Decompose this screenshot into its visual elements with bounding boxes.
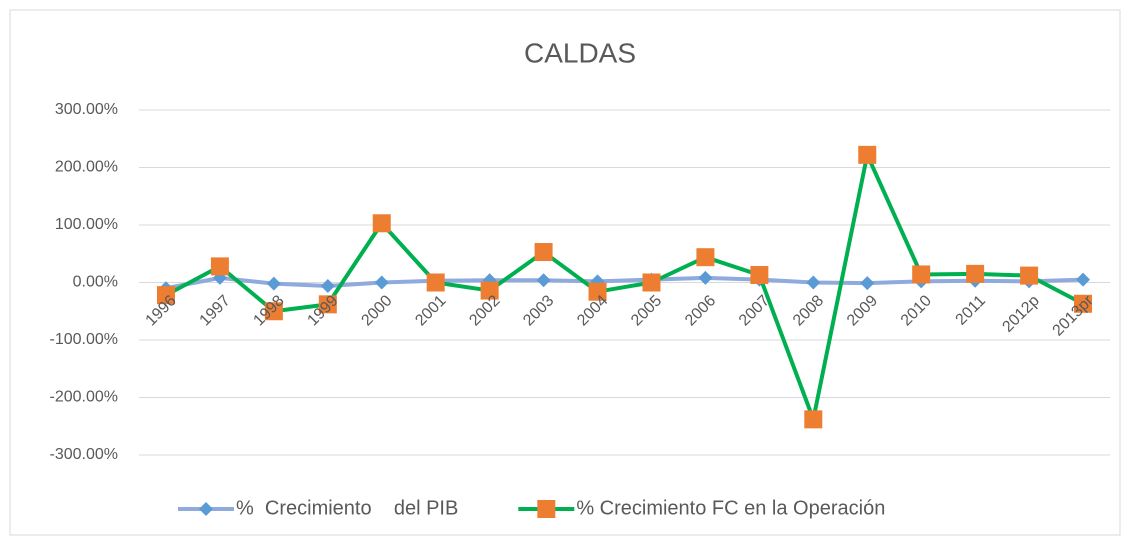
point — [210, 257, 229, 276]
point — [912, 265, 931, 284]
point — [588, 282, 607, 301]
point — [806, 275, 821, 290]
legend-marker — [537, 500, 556, 518]
legend-marker — [199, 502, 213, 516]
point — [1020, 266, 1039, 285]
point — [860, 276, 875, 291]
y-tick-label: 0.00% — [73, 274, 118, 291]
point — [264, 302, 283, 321]
point — [320, 278, 335, 293]
point — [966, 264, 985, 283]
point — [1076, 272, 1091, 287]
chart-title: CALDAS — [524, 37, 636, 68]
point — [374, 275, 389, 290]
y-tick-label: -200.00% — [50, 389, 119, 406]
point — [804, 410, 823, 429]
point — [480, 281, 499, 300]
y-tick-label: 100.00% — [55, 216, 118, 233]
point — [536, 273, 551, 288]
y-tick-label: 300.00% — [55, 101, 118, 118]
point — [642, 273, 661, 292]
point — [698, 270, 713, 285]
point — [372, 214, 391, 233]
point — [534, 243, 553, 262]
point — [318, 295, 337, 314]
point — [426, 273, 445, 292]
legend-label: % Crecimiento del PIB — [236, 497, 458, 519]
y-tick-label: -100.00% — [50, 331, 119, 348]
y-tick-label: -300.00% — [50, 446, 119, 463]
legend-label: % Crecimiento FC en la Operación — [576, 497, 885, 519]
point — [696, 248, 715, 267]
point — [156, 286, 175, 305]
point — [750, 266, 769, 285]
point — [1074, 294, 1093, 313]
point — [266, 276, 281, 291]
point — [858, 145, 877, 164]
y-tick-label: 200.00% — [55, 159, 118, 176]
